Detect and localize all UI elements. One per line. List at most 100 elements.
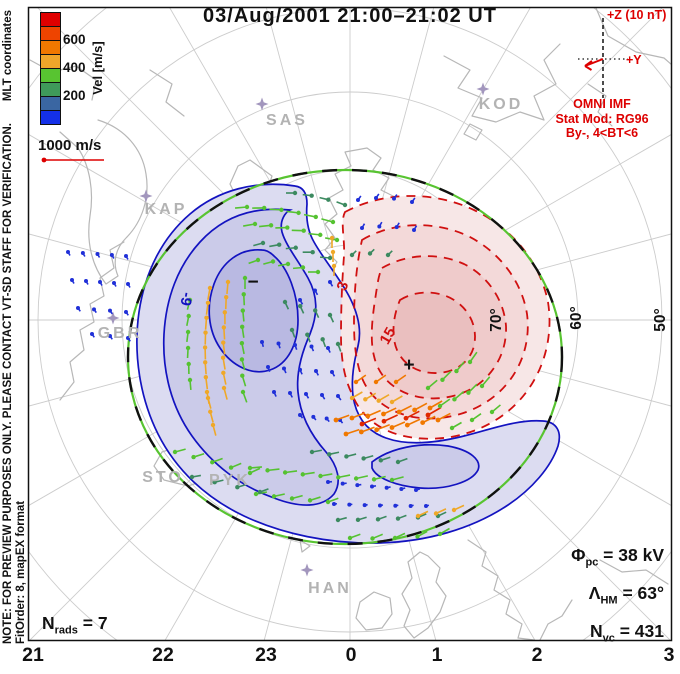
station-label: PYK	[209, 472, 251, 489]
vector-strip	[333, 400, 443, 423]
colorbar-segment	[41, 83, 60, 97]
vector-strip	[66, 250, 129, 260]
radar-star-icon	[476, 82, 490, 96]
vector-strip	[343, 412, 451, 437]
preview-note: NOTE: FOR PREVIEW PURPOSES ONLY. PLEASE …	[2, 123, 14, 644]
vector-strip	[332, 502, 430, 508]
colorbar-tick-label: 400	[63, 60, 86, 75]
vector-strip	[172, 448, 261, 476]
mlt-axis-label: 21	[22, 644, 44, 666]
vector-strip	[248, 257, 321, 275]
colorbar-segment	[41, 41, 60, 55]
plot-title: 03/Aug/2001 21:00–21:02 UT	[203, 5, 497, 27]
heppner-maynard-boundary	[126, 168, 564, 546]
colorbar-segment	[41, 69, 60, 83]
vector-strip	[359, 406, 442, 427]
colorbar-segment	[41, 97, 60, 111]
latitude-label: 50°	[652, 308, 669, 332]
lambda-hm-value: ΛHM = 63°	[588, 583, 664, 607]
colorbar-tick-label: 200	[63, 88, 86, 103]
imf-model-label: Stat Mod: RG96	[555, 112, 649, 126]
radar-star-icon	[300, 563, 314, 577]
imf-condition-label: By-, 4<BT<6	[565, 126, 639, 140]
vector-strip	[205, 395, 217, 436]
vector-strip	[329, 235, 337, 276]
phi-pc-value: Φpc = 38 kV	[571, 545, 664, 569]
mlt-axis-label: 1	[431, 644, 443, 666]
contour-value-label: -9	[176, 290, 196, 308]
latitude-label: 60°	[568, 306, 585, 330]
latitude-label: 70°	[488, 308, 505, 332]
reference-vector	[41, 157, 104, 163]
vector-strip	[298, 280, 334, 305]
vector-strip	[76, 306, 129, 316]
mlt-axis-label: 23	[255, 644, 277, 666]
radar-star-icon	[106, 311, 120, 325]
vector-strip	[220, 279, 231, 400]
reference-vector-label: 1000 m/s	[38, 137, 102, 154]
colorbar-segment	[41, 13, 60, 27]
station-label: GBR	[97, 325, 143, 342]
vector-strip	[349, 391, 403, 405]
vector-strip	[437, 376, 491, 409]
mlt-axis-label: 22	[152, 644, 174, 666]
potential-extremum-marker: +	[403, 355, 415, 376]
vector-strip	[449, 404, 501, 431]
vector-strip	[415, 504, 465, 519]
fit-order-column: FitOrder: 8, mapEX format	[15, 10, 27, 644]
station-label: STO	[142, 469, 184, 486]
vector-strip	[70, 278, 131, 288]
fit-order-label: FitOrder: 8, mapEX format	[15, 500, 27, 644]
station-label: SAS	[266, 112, 308, 129]
potential-extremum-marker: −	[247, 272, 259, 293]
vector-strip	[253, 240, 333, 261]
vector-strip	[356, 193, 416, 204]
imf-z-axis-label: +Z (10 nT)	[607, 8, 667, 22]
vector-strip	[347, 527, 450, 541]
colorbar-segment	[41, 27, 60, 41]
station-label: HAN	[308, 580, 352, 597]
radar-star-icon	[255, 97, 269, 111]
vector-strip	[239, 275, 248, 403]
vector-strip	[425, 351, 478, 391]
stats-panel: Φpc = 38 kV ΛHM = 63° Nvc = 431	[571, 545, 664, 659]
vector-strip	[272, 390, 342, 401]
n-vectors-value: Nvc = 431	[589, 621, 664, 645]
vector-strip	[243, 221, 340, 243]
plot-frame	[27, 6, 673, 642]
velocity-vectors	[66, 190, 501, 541]
vector-strip	[309, 449, 408, 465]
colorbar-tick-label: 600	[63, 32, 86, 47]
potential-cell-fills	[136, 184, 560, 544]
station-label: KAP	[144, 201, 188, 218]
velocity-colorbar	[40, 12, 61, 125]
vector-strip	[234, 204, 336, 225]
vector-strip	[349, 248, 393, 258]
imf-source-label: OMNI IMF	[573, 97, 631, 111]
side-note-column: NOTE: FOR PREVIEW PURPOSES ONLY. PLEASE …	[2, 10, 14, 644]
vector-strip	[260, 340, 331, 353]
imf-dial	[578, 18, 628, 98]
vector-strip	[326, 480, 421, 492]
coordinate-system-label: MLT coordinates	[2, 10, 14, 102]
potential-contours	[136, 183, 561, 544]
vector-strip	[189, 474, 269, 495]
station-label: KOD	[478, 96, 524, 113]
radar-star-icon	[139, 189, 153, 203]
imf-y-axis-label: +Y	[626, 53, 642, 67]
mlt-axis-label: 2	[531, 644, 543, 666]
vector-strip	[185, 297, 193, 391]
vector-strip	[247, 465, 404, 483]
vector-strip	[282, 299, 335, 323]
colorbar-segment	[41, 111, 60, 124]
vector-strip	[353, 374, 407, 385]
vector-strip	[360, 221, 418, 232]
n-radars-label: Nrads = 7	[42, 613, 108, 637]
velocity-colorbar-label: Vel [m/s]	[90, 41, 105, 95]
vector-strip	[90, 332, 131, 342]
colorbar-segment	[41, 55, 60, 69]
vector-strip	[289, 327, 342, 352]
